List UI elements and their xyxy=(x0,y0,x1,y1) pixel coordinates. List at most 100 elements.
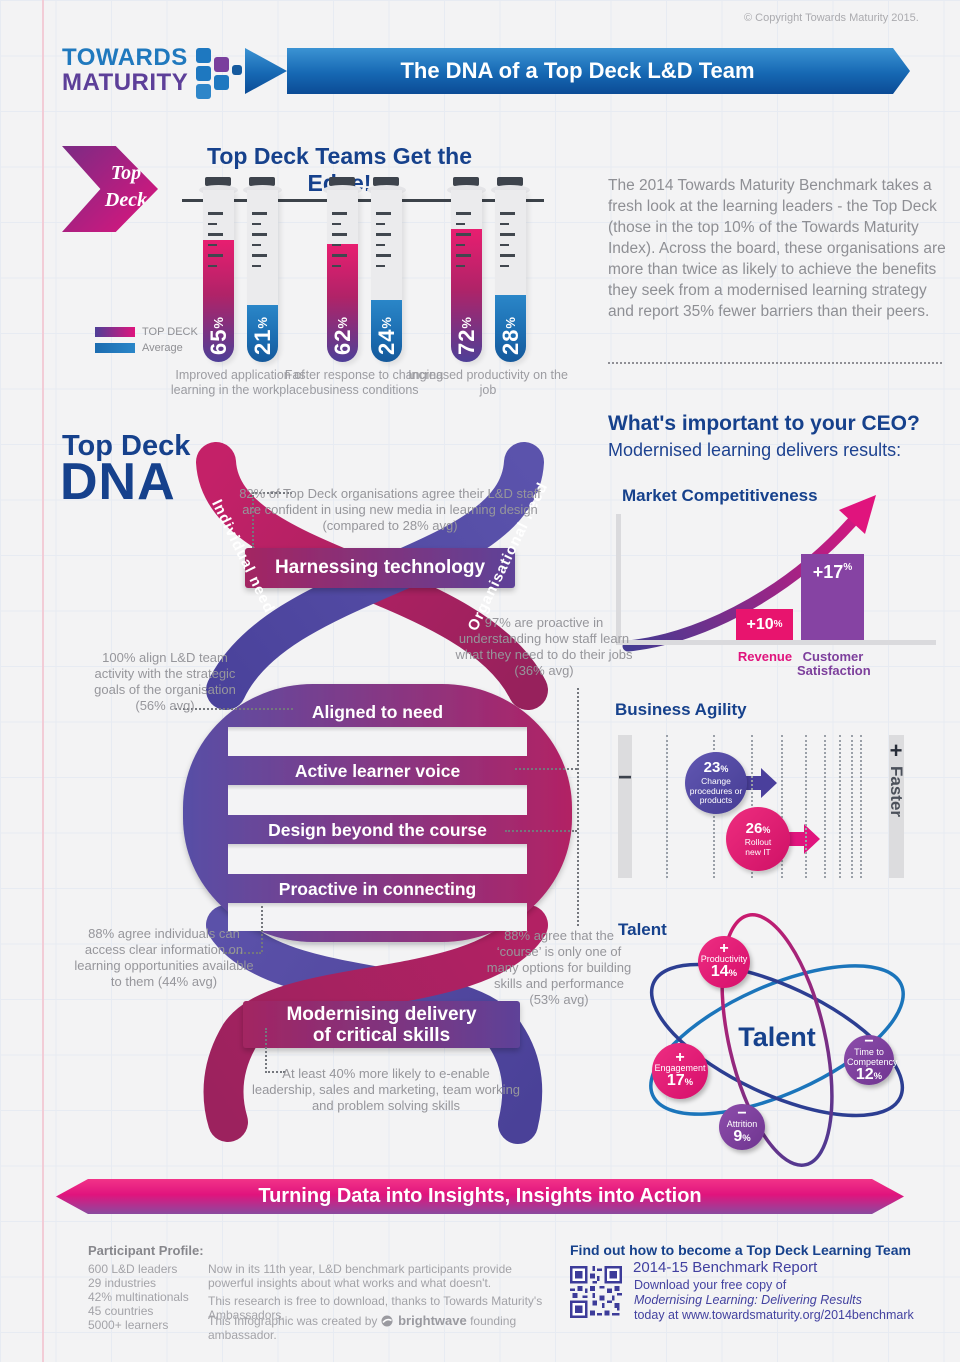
page-title: The DNA of a Top Deck L&D Team xyxy=(400,58,755,83)
logo-block-icon xyxy=(214,57,229,72)
tube-pair-label: Faster response to changing business con… xyxy=(284,368,444,397)
brightwave-icon xyxy=(381,1315,393,1327)
talent-section-title: Talent xyxy=(618,920,667,939)
logo-block-icon xyxy=(196,84,211,99)
note-100pct: 100% align L&D team activity with the st… xyxy=(94,650,236,713)
copyright-text: © Copyright Towards Maturity 2015. xyxy=(744,12,919,24)
report-link[interactable]: today at www.towardsmaturity.org/2014ben… xyxy=(634,1308,914,1322)
tube-value: 62% xyxy=(329,315,355,355)
dna-rung-learner-voice: Active learner voice xyxy=(294,761,461,781)
agility-scale-line xyxy=(860,735,862,878)
tube-value: 72% xyxy=(453,315,479,355)
test-tube-cap xyxy=(497,177,523,186)
test-tube-topdeck-2: 62% xyxy=(327,190,358,362)
agility-scale-line xyxy=(824,735,826,878)
tube-fill: 65% xyxy=(203,240,234,362)
tube-value: 24% xyxy=(373,315,399,355)
test-tube-cap xyxy=(249,177,275,186)
talent-node-productivity: + Productivity 14% xyxy=(698,936,750,988)
note-40pct: At least 40% more likely to e-enable lea… xyxy=(251,1066,521,1113)
tube-pair-label: Increased productivity on the job xyxy=(408,368,568,397)
tube-fill: 24% xyxy=(371,300,402,362)
tube-ticks xyxy=(208,212,223,275)
dna-title-line1: Top Deck xyxy=(62,430,191,462)
tube-value: 65% xyxy=(205,315,231,355)
logo-word-towards: TOWARDS xyxy=(62,44,188,71)
profile-item: 29 industries xyxy=(88,1276,157,1290)
note-88pct-course: 88% agree that the ‘course’ is only one … xyxy=(486,928,632,1007)
agility-scale-line xyxy=(851,735,853,878)
dna-rung-aligned: Aligned to need xyxy=(311,702,444,722)
badge-line1: Top xyxy=(110,162,142,184)
tube-fill: 62% xyxy=(327,244,358,362)
customer-satisfaction-bar-body: +17% xyxy=(801,554,864,640)
legend-topdeck-label: TOP DECK xyxy=(142,326,198,338)
agility-scale-line xyxy=(666,735,668,878)
test-tube-cap xyxy=(373,177,399,186)
footer-note-3-post: founding ambassador. xyxy=(208,1314,517,1342)
tube-ticks xyxy=(332,212,347,275)
test-tube-average-1: 21% xyxy=(247,190,278,362)
qr-code xyxy=(570,1266,622,1318)
talent-node-engagement: + Engagement 17% xyxy=(652,1043,708,1099)
badge-line2: Deck xyxy=(104,189,148,211)
test-tube-average-2: 24% xyxy=(371,190,402,362)
agility-plus-sign: + xyxy=(889,738,903,763)
tube-value: 21% xyxy=(249,315,275,355)
dna-rung-modernising-line2: of critical skills xyxy=(312,1025,451,1046)
dna-rung-design-beyond: Design beyond the course xyxy=(268,820,487,840)
talent-center-label: Talent xyxy=(738,1022,816,1052)
tube-ticks xyxy=(456,212,471,275)
tube-fill: 72% xyxy=(451,229,482,362)
header-banner: The DNA of a Top Deck L&D Team xyxy=(245,48,910,94)
agility-bubble-rollout: 26% Rollout new IT xyxy=(726,807,790,871)
market-competitiveness-title: Market Competitiveness xyxy=(622,486,818,505)
chart-x-axis xyxy=(616,640,936,645)
cta-title: Find out how to become a Top Deck Learni… xyxy=(570,1242,911,1258)
agility-bubble-change: 23% Change procedures or products xyxy=(685,752,747,814)
dna-rung-modernising-line1: Modernising delivery xyxy=(286,1004,477,1025)
profile-item: 42% multinationals xyxy=(88,1290,189,1304)
agility-scale-line xyxy=(839,735,841,878)
report-line-1: Download your free copy of xyxy=(634,1278,787,1292)
agility-scale-line xyxy=(751,735,753,878)
logo-block-icon xyxy=(232,65,242,75)
revenue-bar-label: Revenue xyxy=(737,649,793,664)
talent-node-time-to-competency: − Time to Competency 12% xyxy=(844,1034,898,1085)
edge-section-title: Top Deck Teams Get the Edge! xyxy=(207,143,472,196)
insights-ribbon: Turning Data into Insights, Insights int… xyxy=(56,1179,904,1214)
footer-note-1: Now in its 11th year, L&D benchmark part… xyxy=(208,1262,512,1290)
report-line-2: Modernising Learning: Delivering Results xyxy=(634,1293,862,1307)
tube-ticks xyxy=(376,212,391,275)
note-97pct: 97% are proactive in understanding how s… xyxy=(455,615,633,678)
ceo-section-title: What's important to your CEO? xyxy=(608,412,920,435)
legend-topdeck-swatch xyxy=(95,327,135,337)
revenue-bar: +10% xyxy=(736,609,793,640)
legend-average-swatch xyxy=(95,343,135,353)
test-tube-cap xyxy=(453,177,479,186)
profile-item: 45 countries xyxy=(88,1304,154,1318)
insights-ribbon-text: Turning Data into Insights, Insights int… xyxy=(258,1185,702,1207)
divider-dotted xyxy=(608,362,942,364)
dna-rung-proactive: Proactive in connecting xyxy=(278,879,477,899)
footer-note-2: This research is free to download, thank… xyxy=(208,1294,543,1322)
test-tube-rack-line xyxy=(182,199,544,202)
dna-rung-harnessing: Harnessing technology xyxy=(274,557,486,578)
footer-note-3-pre: This Infographic was created by xyxy=(208,1314,378,1328)
note-88pct-access: 88% agree individuals can access clear i… xyxy=(74,926,254,989)
footer-note-3: This Infographic was created by brightwa… xyxy=(208,1314,568,1343)
dotted-connector xyxy=(261,906,263,952)
legend-average-label: Average xyxy=(142,342,183,354)
logo-block-icon xyxy=(196,48,211,63)
intro-paragraph: The 2014 Towards Maturity Benchmark take… xyxy=(608,177,946,320)
ceo-section-subtitle: Modernised learning delivers results: xyxy=(608,440,902,460)
talent-node-attrition: − Attrition 9% xyxy=(719,1104,765,1150)
business-agility-title: Business Agility xyxy=(615,700,747,719)
tube-ticks xyxy=(500,212,515,275)
test-tube-topdeck-1: 65% xyxy=(203,190,234,362)
participant-profile-title: Participant Profile: xyxy=(88,1243,204,1258)
tube-ticks xyxy=(252,212,267,275)
logo-block-icon xyxy=(214,75,229,90)
customer-bar-label: Customer Satisfaction xyxy=(797,649,871,678)
